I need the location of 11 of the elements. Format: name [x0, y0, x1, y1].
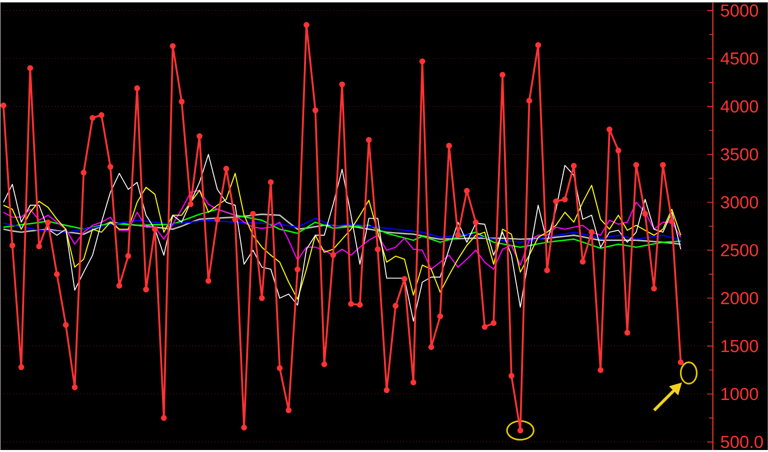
y-tick-label: 1000 [722, 388, 758, 400]
y-tick-label: 1500 [722, 340, 758, 352]
y-tick-label: 3000 [720, 196, 758, 208]
y-tick-label: 4000 [720, 100, 758, 112]
y-tick-label: 500.0 [720, 436, 763, 448]
y-tick-label: 5000 [720, 4, 758, 16]
y-tick-label: 3500 [720, 148, 758, 160]
y-tick-label: 2500 [721, 244, 758, 256]
y-tick-label: 2000 [721, 292, 758, 304]
line-series [2, 172, 682, 300]
y-tick-label: 4500 [720, 52, 758, 64]
